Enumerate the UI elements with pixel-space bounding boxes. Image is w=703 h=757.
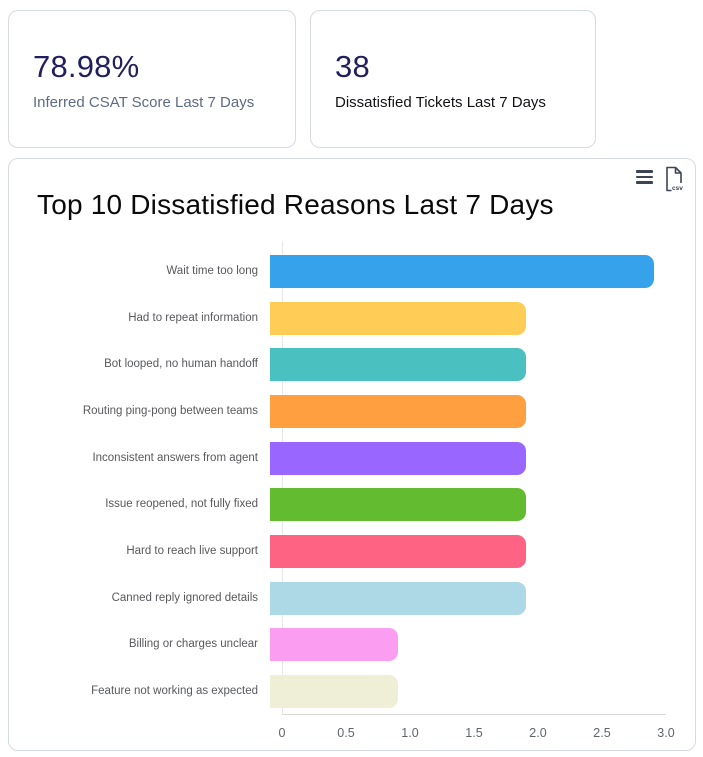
bar-row: Had to repeat information <box>9 295 695 342</box>
x-tick-label: 0 <box>278 725 286 740</box>
category-label: Bot looped, no human handoff <box>104 358 258 371</box>
x-tick-label: 1.5 <box>465 725 483 740</box>
bar[interactable] <box>270 394 526 428</box>
x-tick-label: 2.0 <box>529 725 547 740</box>
bar[interactable] <box>270 534 526 568</box>
bar-row: Issue reopened, not fully fixed <box>9 481 695 528</box>
menu-icon-bar <box>636 170 653 173</box>
category-label: Hard to reach live support <box>126 544 258 557</box>
x-tick-label: 1.0 <box>401 725 419 740</box>
x-tick-label: 3.0 <box>657 725 675 740</box>
bar[interactable] <box>270 348 526 382</box>
category-label: Canned reply ignored details <box>111 591 258 604</box>
bar-track <box>270 248 654 295</box>
bar-track <box>270 575 654 622</box>
kpi-card-body: 78.98% Inferred CSAT Score Last 7 Days <box>9 11 295 112</box>
bar[interactable] <box>270 581 526 615</box>
menu-icon-bar <box>636 175 653 179</box>
kpi-card-csat-score: 78.98% Inferred CSAT Score Last 7 Days <box>8 10 296 148</box>
bar-row: Routing ping-pong between teams <box>9 388 695 435</box>
kpi-card-body: 38 Dissatisfied Tickets Last 7 Days <box>311 11 595 112</box>
menu-icon-bar <box>636 181 653 184</box>
x-axis-ticks: 0 0.5 1.0 1.5 2.0 2.5 3.0 <box>278 715 675 747</box>
csv-badge-bg <box>671 183 684 192</box>
bar[interactable] <box>270 675 398 709</box>
bar-track <box>270 622 654 669</box>
kpi-value: 78.98% <box>33 49 140 84</box>
bar-track <box>270 528 654 575</box>
kpi-label: Inferred CSAT Score Last 7 Days <box>33 94 255 111</box>
bar[interactable] <box>270 441 526 475</box>
bar-row: Hard to reach live support <box>9 528 695 575</box>
bar-track <box>270 668 654 715</box>
category-label: Wait time too long <box>166 264 258 277</box>
bar-row: Inconsistent answers from agent <box>9 435 695 482</box>
bar[interactable] <box>270 628 398 662</box>
category-label: Inconsistent answers from agent <box>92 451 258 464</box>
bar-row: Feature not working as expected <box>9 668 695 715</box>
bar-track <box>270 341 654 388</box>
bar-row: Bot looped, no human handoff <box>9 341 695 388</box>
category-label: Issue reopened, not fully fixed <box>105 498 258 511</box>
category-label: Feature not working as expected <box>91 685 258 698</box>
export-csv-icon[interactable]: csv <box>664 166 684 192</box>
menu-icon[interactable] <box>636 170 653 184</box>
chart-card: csv Top 10 Dissatisfied Reasons Last 7 D… <box>8 158 696 751</box>
chart-title: Top 10 Dissatisfied Reasons Last 7 Days <box>37 189 554 220</box>
bar[interactable] <box>270 254 654 288</box>
x-tick-label: 2.5 <box>593 725 611 740</box>
bar-row: Wait time too long <box>9 248 695 295</box>
bar-row: Canned reply ignored details <box>9 575 695 622</box>
chart-toolbar: csv <box>636 166 684 192</box>
bar[interactable] <box>270 301 526 335</box>
bar-rows: Wait time too long Had to repeat informat… <box>9 248 695 715</box>
kpi-label: Dissatisfied Tickets Last 7 Days <box>335 94 546 111</box>
category-label: Routing ping-pong between teams <box>82 404 258 417</box>
bar-chart: Wait time too long Had to repeat informat… <box>9 241 695 747</box>
category-label: Billing or charges unclear <box>128 638 258 651</box>
bar-track <box>270 295 654 342</box>
kpi-card-dissatisfied-tickets: 38 Dissatisfied Tickets Last 7 Days <box>310 10 596 148</box>
x-tick-label: 0.5 <box>337 725 355 740</box>
bar-track <box>270 388 654 435</box>
csv-badge-text: csv <box>672 185 683 192</box>
bar-row: Billing or charges unclear <box>9 622 695 669</box>
bar-track <box>270 435 654 482</box>
bar[interactable] <box>270 488 526 522</box>
category-label: Had to repeat information <box>128 311 258 324</box>
bar-track <box>270 481 654 528</box>
kpi-value: 38 <box>335 49 370 84</box>
